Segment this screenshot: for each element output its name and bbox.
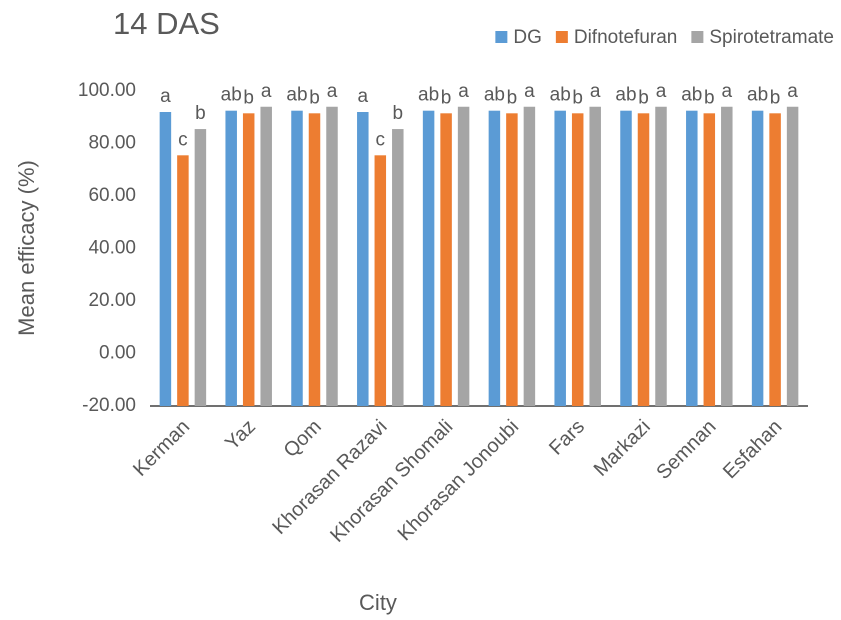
significance-letter: a (458, 81, 469, 102)
bar (620, 110, 632, 406)
significance-letter: b (770, 87, 781, 108)
chart-title: 14 DAS (113, 6, 220, 41)
significance-letter: b (507, 87, 518, 108)
significance-letter: ab (484, 85, 505, 106)
significance-letter: b (572, 87, 583, 108)
bar (291, 110, 303, 406)
bar (159, 112, 172, 406)
significance-letter: b (309, 87, 320, 108)
significance-letter: ab (550, 85, 571, 106)
x-axis-title: City (359, 590, 397, 615)
bar (440, 113, 452, 406)
legend-label: DG (513, 27, 542, 48)
bar (506, 113, 518, 406)
significance-letter: ab (418, 85, 439, 106)
bar (488, 110, 501, 406)
bar (637, 113, 650, 406)
significance-letter: ab (747, 85, 768, 106)
bar (194, 129, 207, 406)
bar (357, 112, 369, 406)
bar (392, 129, 404, 406)
bar (260, 106, 272, 406)
significance-letter: b (243, 87, 254, 108)
y-tick-label: 20.00 (88, 290, 136, 311)
significance-letter: a (524, 81, 535, 102)
significance-letter: c (376, 129, 386, 150)
significance-letter: b (195, 103, 206, 124)
x-tick-label: Kerman (129, 416, 194, 481)
significance-letter: ab (615, 85, 636, 106)
legend-swatch (555, 31, 568, 43)
significance-letter: a (722, 81, 733, 102)
bar (523, 106, 536, 406)
y-axis-title: Mean efficacy (%) (14, 160, 39, 336)
legend-swatch (691, 31, 704, 43)
significance-letter: b (441, 87, 452, 108)
x-tick-label: Yaz (221, 416, 260, 455)
bar (703, 113, 716, 406)
bar (308, 113, 321, 406)
significance-letter: a (261, 81, 272, 102)
significance-letter: b (704, 87, 715, 108)
x-tick-label: Qom (280, 416, 326, 462)
significance-letter: a (358, 86, 369, 107)
significance-letter: a (787, 81, 798, 102)
significance-letter: a (656, 81, 667, 102)
bar (326, 106, 338, 406)
significance-letter: ab (286, 85, 307, 106)
significance-letter: a (590, 81, 601, 102)
legend-swatch (495, 31, 508, 43)
bar (721, 106, 733, 406)
x-tick-label: Esfahan (719, 416, 786, 483)
bar (554, 110, 566, 406)
bar (225, 110, 237, 406)
x-tick-label: Markazi (590, 416, 655, 481)
bar (655, 106, 667, 406)
y-tick-label: 60.00 (88, 185, 136, 206)
y-tick-label: 80.00 (88, 133, 136, 154)
x-tick-label: Khorasan Razavi (268, 416, 391, 539)
bar (786, 106, 799, 406)
significance-letter: ab (221, 85, 242, 106)
bar (242, 113, 255, 406)
x-tick-label: Semnan (652, 416, 720, 484)
significance-letter: c (178, 129, 188, 150)
y-tick-label: 100.00 (78, 80, 136, 101)
legend-label: Spirotetramate (709, 27, 834, 48)
significance-letter: ab (681, 85, 702, 106)
significance-letter: a (327, 81, 338, 102)
bar (374, 155, 387, 406)
x-tick-label: Fars (545, 416, 589, 460)
bar (589, 106, 601, 406)
bar (769, 113, 781, 406)
legend-label: Difnotefuran (574, 27, 678, 48)
bar (177, 155, 189, 406)
bar (686, 110, 698, 406)
bar (571, 113, 584, 406)
x-tick-label: Khorasan Jonoubi (394, 416, 524, 546)
y-tick-label: -20.00 (82, 395, 136, 416)
bar (422, 110, 435, 406)
significance-letter: b (638, 87, 649, 108)
bar (457, 106, 470, 406)
significance-letter: a (160, 86, 171, 107)
x-tick-label: Khorasan Shomali (326, 416, 457, 547)
bar (751, 110, 764, 406)
significance-letter: b (393, 103, 404, 124)
y-tick-label: 0.00 (99, 343, 136, 364)
y-tick-label: 40.00 (88, 238, 136, 259)
